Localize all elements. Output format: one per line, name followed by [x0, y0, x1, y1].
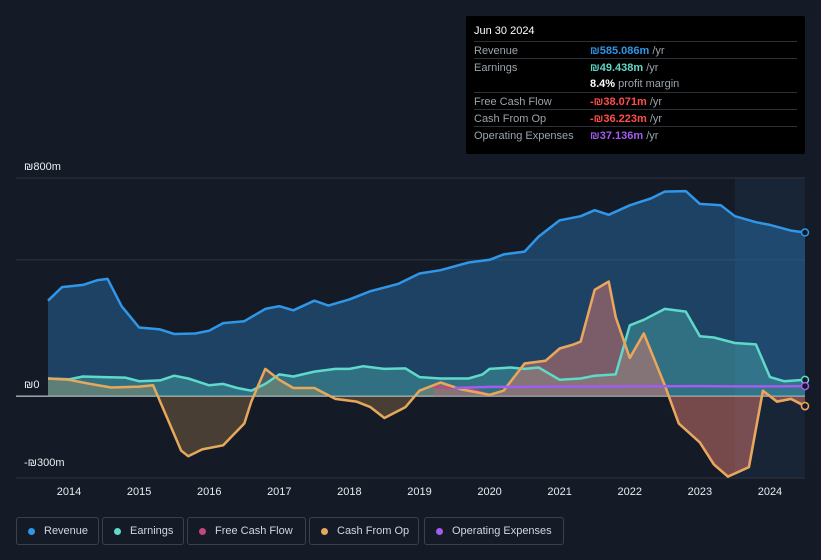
tooltip-row-value: -₪36.223m /yr	[590, 113, 663, 125]
x-tick-label: 2019	[407, 486, 431, 498]
y-axis: ₪800m ₪0 -₪300m	[24, 161, 65, 469]
revenue-endpoint	[800, 228, 810, 237]
cash-from-op-line	[47, 280, 806, 478]
tooltip-row-label: Free Cash Flow	[474, 96, 552, 108]
x-tick-label: 2018	[337, 486, 361, 498]
x-tick-label: 2022	[618, 486, 642, 498]
tooltip-row: Operating Expenses ₪37.136m /yr	[474, 126, 797, 144]
cash-from-op-endpoint	[800, 401, 810, 411]
x-tick-label: 2015	[127, 486, 151, 498]
series-lines	[47, 189, 806, 478]
legend-dot-icon	[321, 527, 328, 535]
legend-item-cash-from-op[interactable]: Cash From Op	[309, 517, 419, 545]
tooltip-row-label: Earnings	[474, 62, 518, 74]
legend-label: Earnings	[130, 525, 174, 537]
legend-item-earnings[interactable]: Earnings	[102, 517, 184, 545]
tooltip-row-value: ₪49.438m /yr	[590, 62, 659, 74]
x-tick-label: 2023	[688, 486, 712, 498]
tooltip-row-value: -₪38.071m /yr	[590, 96, 663, 108]
x-tick-label: 2021	[547, 486, 571, 498]
y-tick-label: ₪0	[24, 379, 39, 391]
legend-dot-icon	[436, 527, 443, 535]
earnings-line	[47, 307, 806, 392]
legend-dot-icon	[114, 527, 121, 535]
legend-item-revenue[interactable]: Revenue	[16, 517, 99, 545]
tooltip-row: Free Cash Flow -₪38.071m /yr	[474, 92, 797, 110]
tooltip-row-label: Operating Expenses	[474, 130, 574, 142]
x-tick-label: 2020	[477, 486, 501, 498]
tooltip-row-label: Cash From Op	[474, 113, 547, 125]
gridlines	[16, 177, 805, 479]
tooltip-row: 8.4% profit margin	[474, 75, 797, 92]
free-cash-flow-area	[433, 281, 805, 477]
tooltip-row: Earnings ₪49.438m /yr	[474, 58, 797, 76]
legend-label: Free Cash Flow	[215, 525, 293, 537]
operating-expenses-endpoint	[800, 381, 810, 391]
tooltip-row: Cash From Op -₪36.223m /yr	[474, 109, 797, 127]
legend-item-operating-expenses[interactable]: Operating Expenses	[424, 517, 564, 545]
x-tick-label: 2024	[758, 486, 782, 498]
legend-label: Cash From Op	[337, 525, 410, 537]
x-tick-label: 2014	[57, 486, 81, 498]
operating-expenses-line	[454, 384, 806, 390]
legend-item-free-cash-flow[interactable]: Free Cash Flow	[187, 517, 306, 545]
tooltip: Jun 30 2024 Revenue ₪585.086m /yr Earnings…	[466, 16, 805, 154]
cash-from-op-area	[48, 281, 805, 477]
x-axis: 2014 2015 2016 2017 2018 2019 2020 2021 2022 2023…	[57, 486, 782, 498]
tooltip-row-value: 8.4% profit margin	[590, 78, 680, 90]
tooltip-row-value: ₪585.086m /yr	[590, 45, 665, 57]
legend-label: Operating Expenses	[452, 525, 552, 537]
y-tick-label: ₪800m	[24, 161, 61, 173]
series-endpoints	[800, 228, 810, 411]
legend-label: Revenue	[44, 525, 89, 537]
tooltip-date: Jun 30 2024	[474, 25, 535, 37]
tooltip-row: Revenue ₪585.086m /yr	[474, 41, 797, 59]
x-tick-label: 2016	[197, 486, 221, 498]
tooltip-row-label: Revenue	[474, 45, 519, 57]
forecast-shade	[734, 178, 805, 478]
revenue-line	[47, 189, 806, 336]
x-tick-label: 2017	[267, 486, 291, 498]
legend-dot-icon	[199, 527, 206, 535]
tooltip-row-value: ₪37.136m /yr	[590, 130, 659, 142]
revenue-area	[48, 191, 805, 397]
y-tick-label: -₪300m	[24, 457, 65, 469]
legend-dot-icon	[28, 527, 35, 535]
